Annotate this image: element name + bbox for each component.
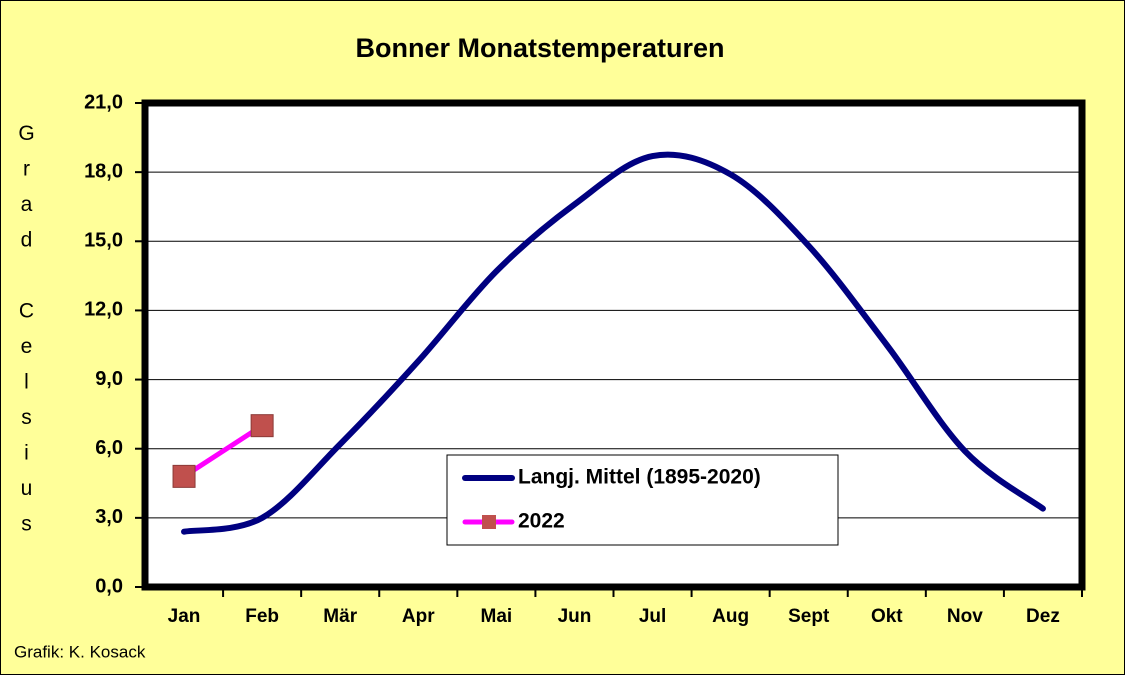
marker [250,414,274,438]
legend-label: 2022 [518,510,565,533]
x-tick-label: Okt [871,606,903,627]
y-tick-label: 21,0 [84,91,123,113]
x-tick-label: Jul [639,606,666,627]
y-tick-label: 18,0 [84,160,123,182]
x-tick-label: Mär [323,606,357,627]
footer: Grafik: K. Kosack [14,642,146,661]
x-tick-label: Jan [168,606,201,627]
y-tick-label: 12,0 [84,299,123,321]
legend-label: Langj. Mittel (1895-2020) [518,466,761,489]
x-tick-label: Aug [712,606,749,627]
x-tick-label: Apr [402,606,435,627]
x-tick-label: Jun [558,606,592,627]
legend-marker [482,515,496,529]
y-tick-label: 15,0 [84,230,123,252]
y-tick-label: 3,0 [95,506,123,528]
series-line [181,151,1046,535]
x-tick-label: Mai [481,606,513,627]
plot-frame [141,99,1086,591]
x-tick-label: Sept [788,606,830,627]
chart-title: Bonner Monatstemperaturen [355,33,724,63]
y-axis-label: Grad Celsius [15,122,38,548]
legend [446,454,839,546]
y-tick-label: 6,0 [95,437,123,459]
x-tick-label: Feb [245,606,279,627]
y-tick-label: 0,0 [95,575,123,597]
marker [172,464,196,488]
y-tick-label: 9,0 [95,368,123,390]
series-line [181,423,265,479]
x-tick-label: Dez [1026,606,1060,627]
x-tick-label: Nov [947,606,983,627]
